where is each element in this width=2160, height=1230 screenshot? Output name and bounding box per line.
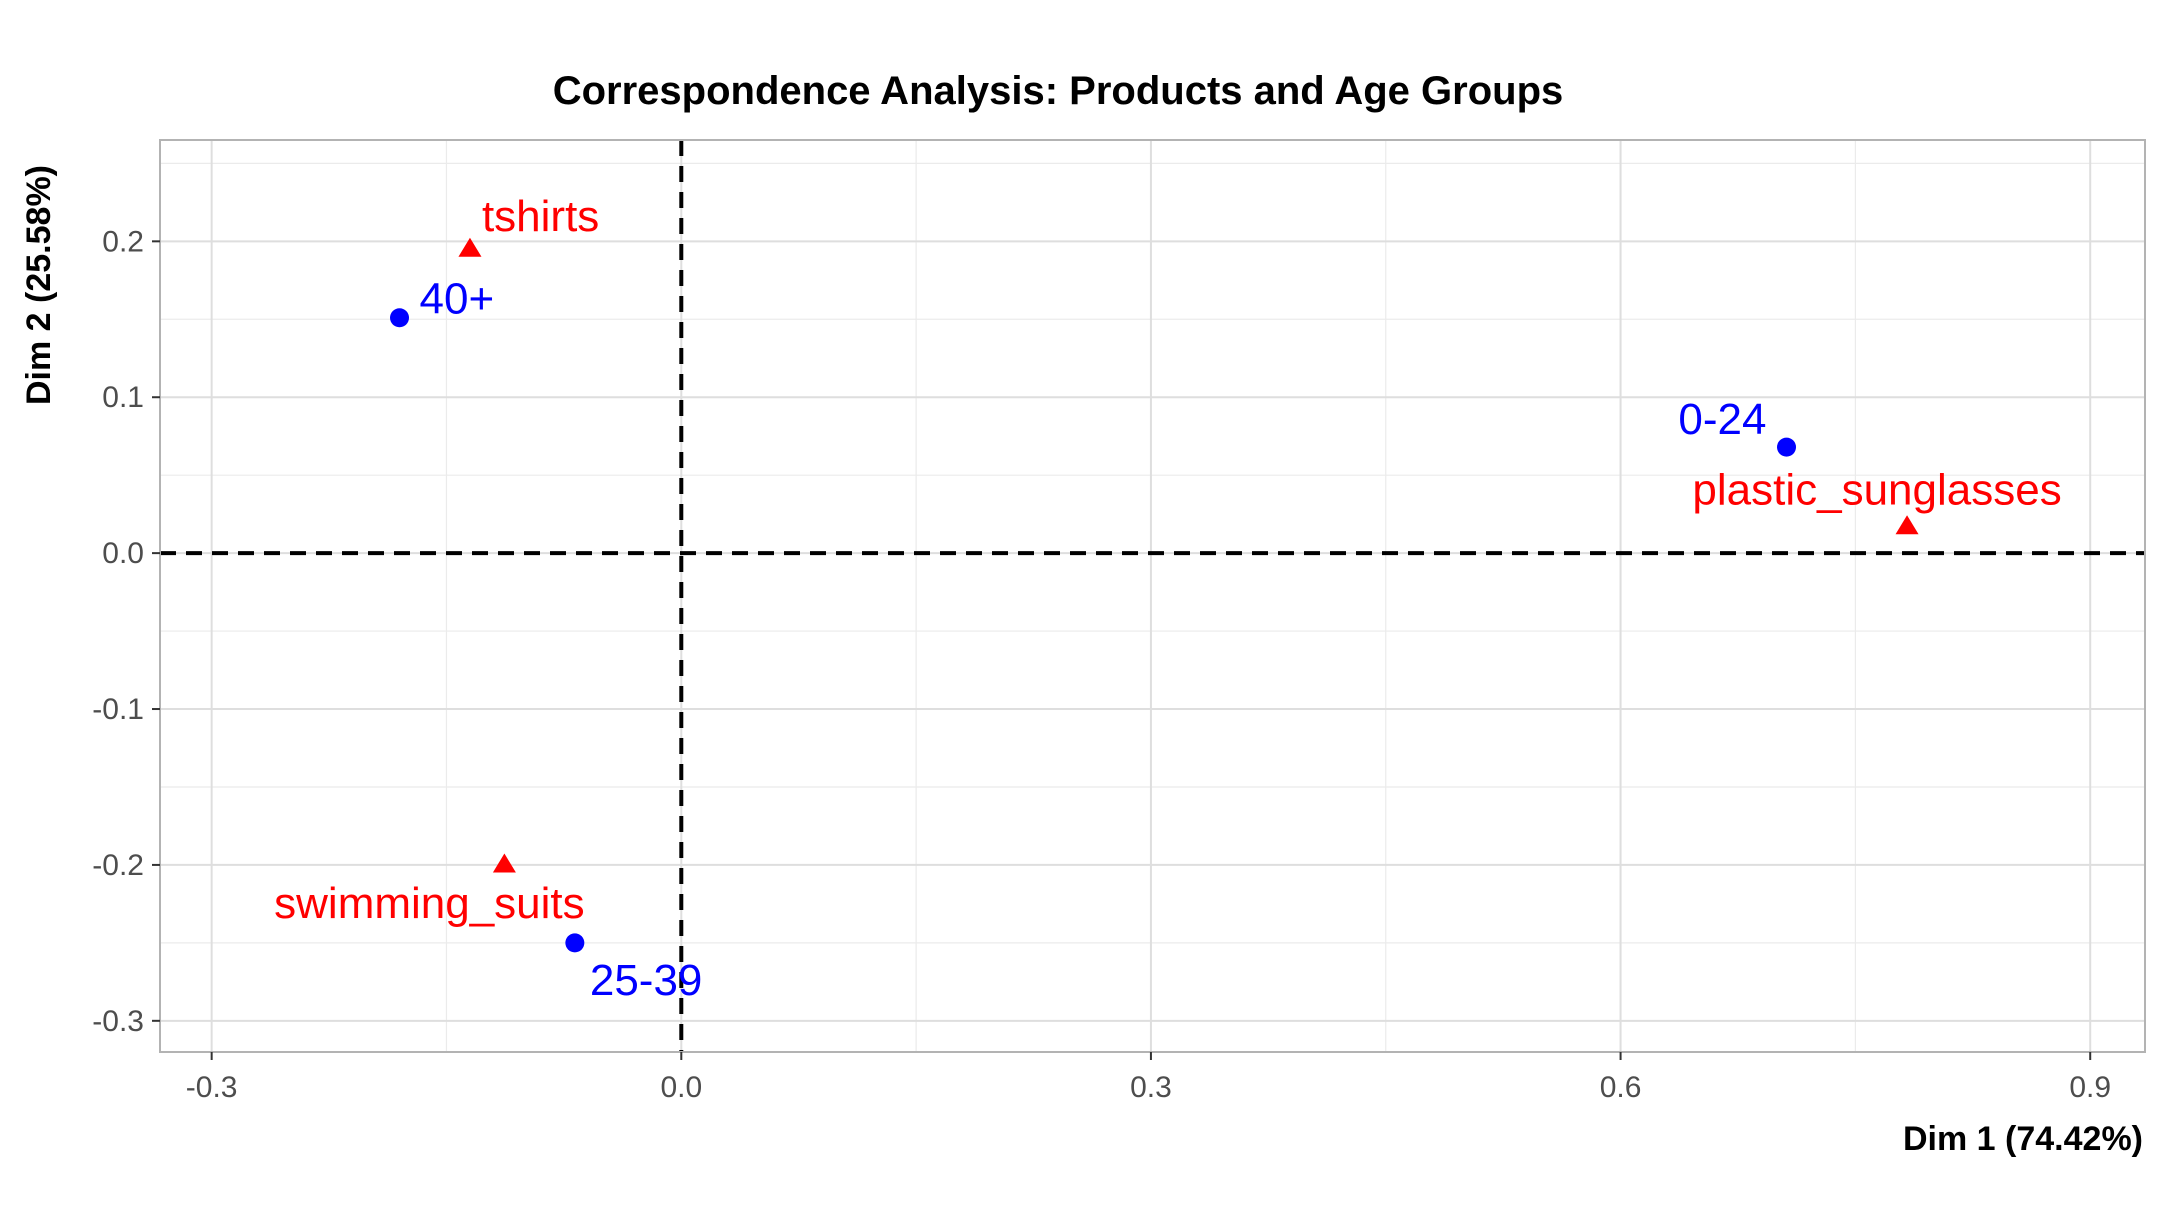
y-tick-label: -0.1 — [92, 693, 144, 726]
x-axis-ticks: -0.3 0.0 0.3 0.6 0.9 — [186, 1052, 2111, 1104]
point-40+ — [390, 308, 410, 328]
minor-gridlines — [160, 140, 2145, 1052]
label-swimming_suits: swimming_suits — [274, 879, 585, 928]
point-plastic_sunglasses — [1895, 515, 1919, 535]
y-axis-ticks: -0.3 -0.2 -0.1 0.0 0.1 0.2 — [92, 225, 160, 1038]
point-labels: 40+ 0-24 25-39 tshirts plastic_sunglassesswi… — [274, 192, 2062, 1005]
point-25-39 — [565, 933, 585, 953]
label-40+: 40+ — [420, 275, 495, 324]
reference-lines — [160, 140, 2145, 1052]
y-axis-title: Dim 2 (25.58%) — [20, 165, 58, 405]
label-25-39: 25-39 — [590, 956, 703, 1005]
x-tick-label: 0.9 — [2069, 1071, 2111, 1104]
y-tick-label: 0.0 — [102, 537, 144, 570]
label-plastic_sunglasses: plastic_sunglasses — [1692, 466, 2061, 515]
y-tick-label: 0.1 — [102, 381, 144, 414]
major-gridlines — [160, 140, 2145, 1052]
x-tick-label: 0.3 — [1130, 1071, 1172, 1104]
point-swimming_suits — [492, 853, 516, 873]
y-tick-label: 0.2 — [102, 225, 144, 258]
label-0-24: 0-24 — [1678, 395, 1766, 444]
x-axis-title: Dim 1 (74.42%) — [1903, 1120, 2143, 1158]
point-tshirts — [458, 237, 482, 257]
panel-border — [159, 139, 2146, 1053]
point-0-24 — [1777, 437, 1797, 457]
x-tick-label: 0.6 — [1600, 1071, 1642, 1104]
data-points — [390, 237, 1919, 953]
x-tick-label: -0.3 — [186, 1071, 238, 1104]
y-tick-label: -0.3 — [92, 1005, 144, 1038]
label-tshirts: tshirts — [482, 192, 599, 241]
y-tick-label: -0.2 — [92, 849, 144, 882]
x-tick-label: 0.0 — [660, 1071, 702, 1104]
chart-title: Correspondence Analysis: Products and Ag… — [553, 69, 1564, 113]
